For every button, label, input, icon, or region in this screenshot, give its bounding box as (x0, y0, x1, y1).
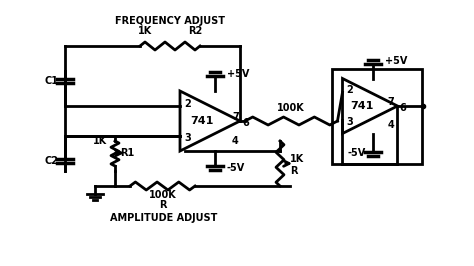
Text: 1K: 1K (138, 26, 152, 36)
Text: 3: 3 (184, 133, 191, 143)
Text: 6: 6 (400, 103, 406, 113)
Text: R: R (159, 200, 166, 210)
Text: -5V: -5V (227, 163, 245, 173)
Text: 4: 4 (388, 120, 394, 130)
Text: R1: R1 (120, 148, 134, 158)
Text: FREQUENCY ADJUST: FREQUENCY ADJUST (115, 16, 225, 26)
Text: 7: 7 (232, 112, 239, 122)
Text: 2: 2 (346, 85, 353, 95)
Text: 1K: 1K (93, 136, 107, 146)
Bar (332, 69, 422, 164)
Text: AMPLITUDE ADJUST: AMPLITUDE ADJUST (110, 213, 218, 223)
Text: 741: 741 (191, 116, 214, 126)
Text: 100K: 100K (149, 190, 176, 200)
Text: C2: C2 (45, 156, 59, 166)
Text: R2: R2 (188, 26, 202, 36)
Text: 741: 741 (350, 101, 374, 111)
Text: 4: 4 (232, 136, 239, 146)
Text: -5V: -5V (348, 148, 366, 159)
Text: 3: 3 (346, 117, 353, 127)
Text: 100K: 100K (277, 103, 305, 113)
Text: C1: C1 (45, 76, 59, 86)
Text: +5V: +5V (227, 69, 249, 79)
Text: 7: 7 (388, 97, 394, 107)
Text: 1K: 1K (290, 153, 304, 164)
Text: R: R (290, 167, 298, 177)
Text: 2: 2 (184, 99, 191, 109)
Text: 6: 6 (242, 118, 249, 128)
Text: +5V: +5V (385, 56, 407, 66)
